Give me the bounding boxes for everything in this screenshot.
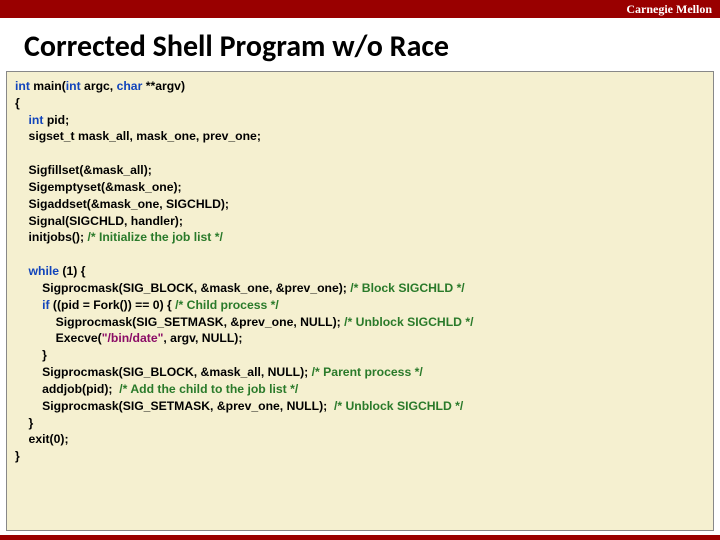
institution-label: Carnegie Mellon bbox=[626, 2, 712, 17]
txt: **argv) bbox=[142, 79, 185, 93]
code-line: } bbox=[15, 415, 705, 432]
code-line: Sigprocmask(SIG_BLOCK, &mask_all, NULL);… bbox=[15, 364, 705, 381]
str: "/bin/date" bbox=[102, 331, 164, 345]
kw-if: if bbox=[42, 298, 49, 312]
code-line: initjobs(); /* Initialize the job list *… bbox=[15, 229, 705, 246]
code-line: { bbox=[15, 95, 705, 112]
cmt: /* Block SIGCHLD */ bbox=[350, 281, 464, 295]
txt: addjob(pid); bbox=[15, 382, 119, 396]
code-line: int main(int argc, char **argv) bbox=[15, 78, 705, 95]
txt: Sigprocmask(SIG_BLOCK, &mask_all, NULL); bbox=[15, 365, 312, 379]
txt bbox=[15, 298, 42, 312]
code-box: int main(int argc, char **argv) { int pi… bbox=[6, 71, 714, 531]
txt bbox=[15, 264, 29, 278]
code-line: exit(0); bbox=[15, 431, 705, 448]
code-line: Sigprocmask(SIG_SETMASK, &prev_one, NULL… bbox=[15, 398, 705, 415]
txt: (1) { bbox=[59, 264, 85, 278]
txt: , argv, NULL); bbox=[163, 331, 242, 345]
kw-int: int bbox=[66, 79, 81, 93]
code-line: Sigaddset(&mask_one, SIGCHLD); bbox=[15, 196, 705, 213]
txt: Sigprocmask(SIG_BLOCK, &mask_one, &prev_… bbox=[15, 281, 350, 295]
code-line: sigset_t mask_all, mask_one, prev_one; bbox=[15, 128, 705, 145]
txt: argc, bbox=[81, 79, 117, 93]
txt: main( bbox=[30, 79, 66, 93]
txt: Sigprocmask(SIG_SETMASK, &prev_one, NULL… bbox=[15, 399, 334, 413]
code-line: int pid; bbox=[15, 112, 705, 129]
code-blank bbox=[15, 145, 705, 162]
code-line: Execve("/bin/date", argv, NULL); bbox=[15, 330, 705, 347]
kw-int: int bbox=[15, 79, 30, 93]
code-blank bbox=[15, 246, 705, 263]
cmt: /* Add the child to the job list */ bbox=[119, 382, 298, 396]
topbar: Carnegie Mellon bbox=[0, 0, 720, 18]
cmt: /* Unblock SIGCHLD */ bbox=[344, 315, 473, 329]
code-line: } bbox=[15, 448, 705, 465]
cmt: /* Parent process */ bbox=[312, 365, 423, 379]
txt: initjobs(); bbox=[15, 230, 87, 244]
txt bbox=[15, 113, 29, 127]
code-line: Sigprocmask(SIG_SETMASK, &prev_one, NULL… bbox=[15, 314, 705, 331]
code-line: Sigprocmask(SIG_BLOCK, &mask_one, &prev_… bbox=[15, 280, 705, 297]
slide: Carnegie Mellon Corrected Shell Program … bbox=[0, 0, 720, 540]
txt: pid; bbox=[43, 113, 69, 127]
code-line: Signal(SIGCHLD, handler); bbox=[15, 213, 705, 230]
txt: Execve( bbox=[15, 331, 102, 345]
kw-while: while bbox=[29, 264, 59, 278]
code-line: addjob(pid); /* Add the child to the job… bbox=[15, 381, 705, 398]
code-line: Sigfillset(&mask_all); bbox=[15, 162, 705, 179]
code-line: } bbox=[15, 347, 705, 364]
kw-int: int bbox=[29, 113, 44, 127]
cmt: /* Unblock SIGCHLD */ bbox=[334, 399, 463, 413]
cmt: /* Child process */ bbox=[175, 298, 279, 312]
slide-title: Corrected Shell Program w/o Race bbox=[0, 18, 720, 71]
txt: Sigprocmask(SIG_SETMASK, &prev_one, NULL… bbox=[15, 315, 344, 329]
code-line: if ((pid = Fork()) == 0) { /* Child proc… bbox=[15, 297, 705, 314]
code-line: Sigemptyset(&mask_one); bbox=[15, 179, 705, 196]
bottombar bbox=[0, 535, 720, 540]
cmt: /* Initialize the job list */ bbox=[87, 230, 222, 244]
txt: ((pid = Fork()) == 0) { bbox=[50, 298, 176, 312]
code-line: while (1) { bbox=[15, 263, 705, 280]
kw-char: char bbox=[117, 79, 143, 93]
